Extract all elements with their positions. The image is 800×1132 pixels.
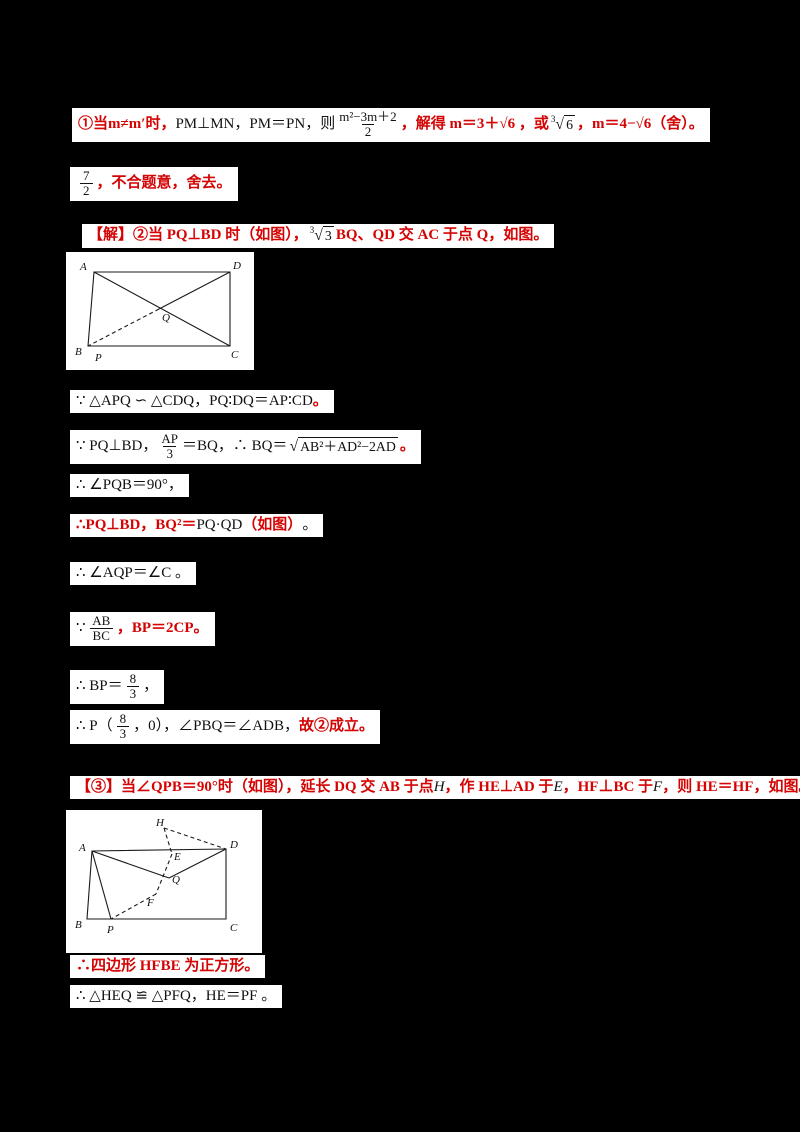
solution-line-13: ∴四边形 HFBE 为正方形。	[70, 955, 266, 978]
math-text: PQ·QD	[196, 517, 243, 533]
segment-ap	[91, 850, 112, 920]
radical: 3 √ 3	[309, 225, 334, 244]
period: 。	[302, 517, 318, 533]
case3-text: ，作 HE⊥AD 于	[444, 779, 554, 795]
vertex-label-f: F	[146, 897, 154, 909]
vertex-label-q: Q	[172, 874, 180, 886]
solution-line-7: ∴PQ⊥BD，BQ²＝ PQ·QD （如图） 。	[70, 514, 324, 537]
math-text: ＝BQ，∴ BQ＝	[182, 438, 288, 455]
solution-line-1: ①当m≠m′时， PM⊥MN，PM＝PN，则 m²−3m＋2 2 ，解得 m＝3…	[72, 108, 710, 142]
point-h: H	[433, 779, 445, 795]
case1-label: ①当m≠m′时，	[78, 116, 176, 133]
fraction: 8 3	[116, 711, 130, 742]
comma: ，	[143, 678, 159, 695]
segment-qb-dashed	[87, 308, 160, 347]
point-f: F	[653, 779, 663, 795]
vertex-label-p: P	[94, 352, 102, 364]
point-e: E	[553, 779, 563, 795]
radical-long: √ AB²＋AD²−2AD	[289, 436, 398, 455]
vertex-label-q: Q	[162, 312, 170, 324]
conclusion-text: ∴PQ⊥BD，BQ²＝	[76, 517, 197, 533]
figure-rectangle-abcd-2: H E D A Q F B P C	[66, 810, 262, 953]
period: 。	[399, 438, 415, 455]
congruent-text: ∴ △HEQ ≌ △PFQ，HE＝PF 。	[76, 988, 277, 1004]
math-text: PM⊥MN，PM＝PN，则	[175, 116, 336, 133]
point-text: ∴ P（	[76, 718, 113, 735]
similar-triangles-text: ∵ △APQ ∽ △CDQ，PQ∶DQ＝AP∶CD	[76, 393, 313, 409]
angle-text: ∴ ∠AQP＝∠C 。	[76, 565, 190, 581]
segment-hd-dashed	[163, 827, 227, 850]
math-text: ，0），∠PBQ＝∠ADB，	[133, 718, 299, 735]
fraction: AB BC	[89, 613, 113, 644]
math-text: ∵ PQ⊥BD，	[76, 438, 158, 455]
segment-fp-dashed	[110, 893, 157, 920]
geometry-diagram-2: H E D A Q F B P C	[75, 817, 238, 936]
fraction: 7 2	[80, 168, 93, 199]
solution-line-11: ∴ P（ 8 3 ，0），∠PBQ＝∠ADB， 故②成立。	[70, 710, 381, 744]
segment-qd	[168, 848, 227, 879]
vertex-label-e: E	[173, 851, 181, 863]
segment-he-dashed	[163, 827, 173, 855]
vertex-label-a: A	[79, 261, 87, 273]
solve-text: ，解得 m＝3＋√6 ，或	[400, 116, 549, 133]
conclusion-text: 故②成立。	[299, 718, 375, 735]
vertex-label-d: D	[232, 260, 241, 272]
note-text: （如图）	[242, 517, 303, 533]
vertex-label-p: P	[106, 924, 114, 936]
case3-heading: 【③】当∠QPB＝90°时（如图），延长 DQ 交 AB 于点 H ，作 HE⊥…	[70, 776, 800, 799]
fraction: m²−3m＋2 2	[339, 109, 397, 140]
solution-line-9: ∵ AB BC ，BP＝2CP。	[70, 612, 215, 646]
case3-text2: ，HF⊥BC 于	[562, 779, 654, 795]
vertex-label-b: B	[75, 346, 82, 358]
vertex-label-c: C	[230, 922, 238, 934]
case2-text: BQ、QD 交 AC 于点 Q，如图。	[335, 227, 549, 244]
segment-aq	[91, 850, 170, 879]
geometry-diagram-1: A D Q B P C	[75, 260, 241, 364]
math-text: ∴ BP＝	[76, 678, 123, 695]
solution-line-10: ∴ BP＝ 8 3 ，	[70, 670, 165, 704]
vertex-label-c: C	[231, 349, 239, 361]
solution-line-4: ∵ △APQ ∽ △CDQ，PQ∶DQ＝AP∶CD 。	[70, 390, 334, 413]
vertex-label-a: A	[78, 842, 86, 854]
reject-text: ，m＝4−√6（舍）。	[576, 116, 704, 133]
vertex-label-h: H	[155, 817, 165, 829]
solution-line-5: ∵ PQ⊥BD， AP 3 ＝BQ，∴ BQ＝ √ AB²＋AD²−2AD 。	[70, 430, 421, 464]
case3-text3: ，则 HE＝HF，如图。	[662, 779, 800, 795]
fraction: 8 3	[126, 671, 140, 702]
figure-rectangle-abcd-1: A D Q B P C	[66, 252, 254, 370]
square-text: ∴四边形 HFBE 为正方形。	[76, 958, 260, 974]
rectangle-outline	[86, 848, 227, 920]
case2-label: 【解】②当 PQ⊥BD 时（如图），	[88, 227, 308, 244]
case3-label: 【③】当∠QPB＝90°时（如图），延长 DQ 交 AB 于点	[76, 779, 434, 795]
solution-line-6: ∴ ∠PQB＝90°，	[70, 474, 189, 497]
reject-text: ，不合题意，舍去。	[96, 175, 232, 192]
radical-sign: √	[314, 227, 323, 244]
segment-ef-dashed	[155, 853, 173, 895]
radical: 3 √ 6	[550, 113, 575, 133]
vertex-label-b: B	[75, 919, 82, 931]
solution-line-2: 7 2 ，不合题意，舍去。	[70, 167, 238, 201]
solution-line-14: ∴ △HEQ ≌ △PFQ，HE＝PF 。	[70, 985, 283, 1008]
radical-sign: √	[289, 437, 299, 455]
segment-dq	[158, 271, 231, 310]
math-text: ∵	[76, 620, 86, 637]
period: 。	[312, 393, 328, 409]
diagonal-ac	[93, 271, 231, 347]
angle-text: ∴ ∠PQB＝90°，	[76, 477, 183, 493]
radical-sign: √	[555, 115, 565, 133]
fraction: AP 3	[161, 431, 178, 462]
solution-line-8: ∴ ∠AQP＝∠C 。	[70, 562, 196, 585]
case2-heading: 【解】②当 PQ⊥BD 时（如图）， 3 √ 3 BQ、QD 交 AC 于点 Q…	[82, 224, 555, 248]
ratio-text: ，BP＝2CP。	[116, 620, 209, 637]
vertex-label-d: D	[229, 839, 238, 851]
